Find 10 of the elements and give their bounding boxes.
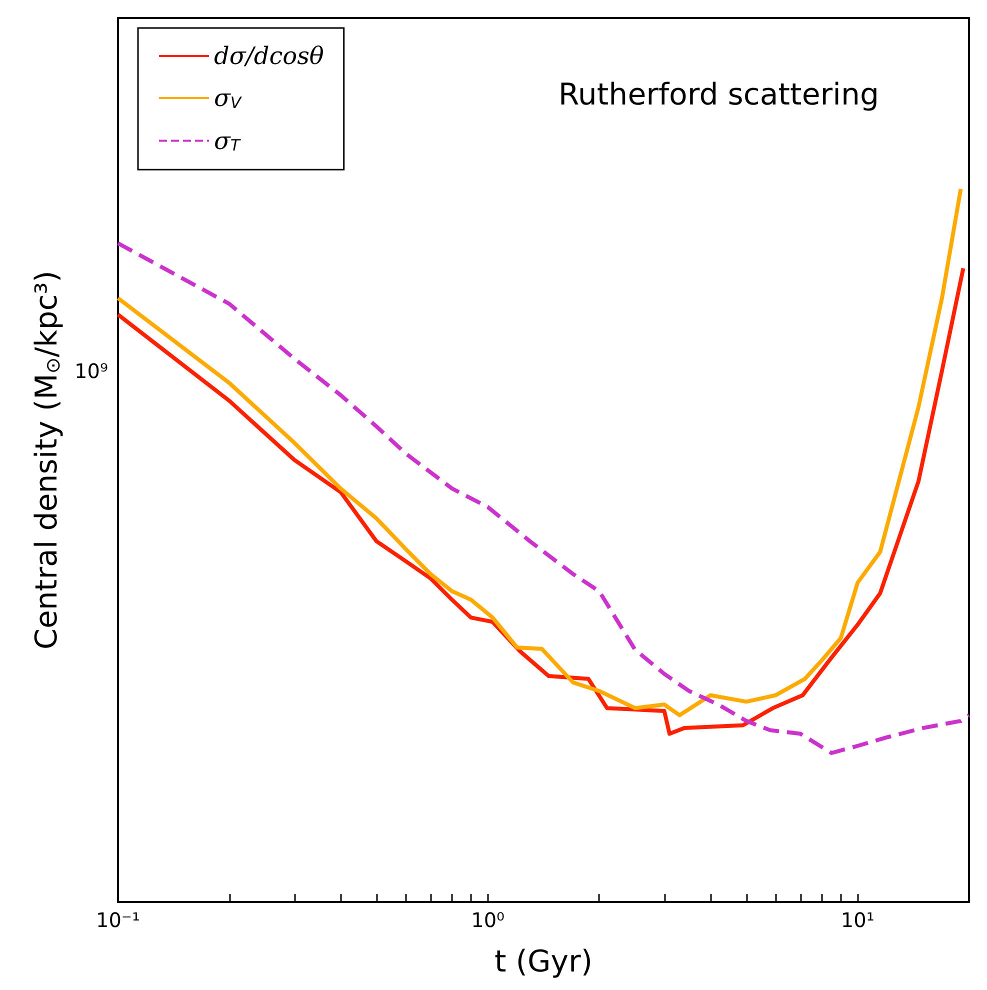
legend-label: σT <box>214 126 242 155</box>
x-tick-label: 10¹ <box>840 908 874 932</box>
legend-label: dσ/dcosθ <box>214 42 324 70</box>
x-tick-label: 10⁻¹ <box>96 908 140 932</box>
y-axis-title: Central density (M⊙/kpc³) <box>30 270 64 650</box>
text: Rutherford scattering <box>558 78 880 112</box>
legend-label: σV <box>214 84 242 112</box>
x-tick-label: 10⁰ <box>471 908 505 932</box>
text: 10⁹ <box>74 359 108 383</box>
x-axis-title: t (Gyr) <box>494 944 593 980</box>
